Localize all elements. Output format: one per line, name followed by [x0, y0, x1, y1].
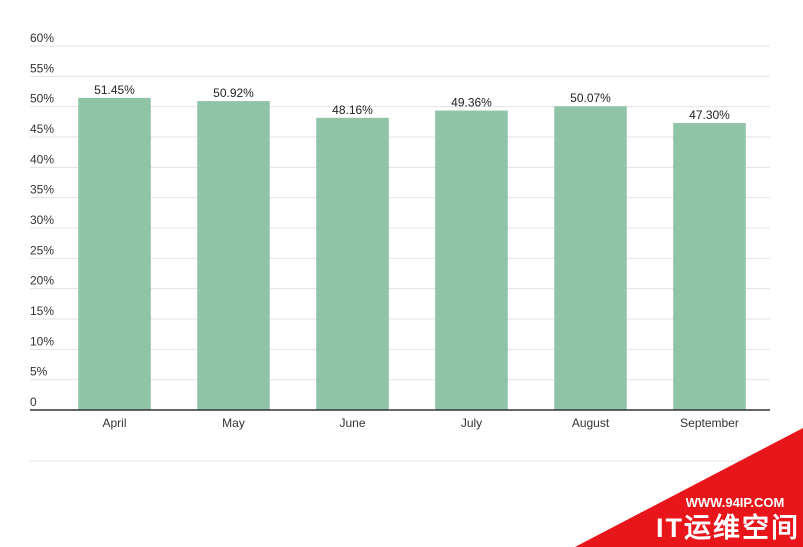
- y-tick-label: 35%: [30, 183, 54, 197]
- y-tick-label: 45%: [30, 122, 54, 136]
- value-label: 49.36%: [451, 96, 492, 110]
- y-tick-label: 25%: [30, 243, 54, 257]
- bar: [435, 110, 508, 411]
- bar: [197, 101, 270, 411]
- value-label: 51.45%: [94, 83, 135, 97]
- y-tick-label: 30%: [30, 213, 54, 227]
- y-tick-label: 10%: [30, 334, 54, 348]
- bar: [554, 106, 627, 410]
- y-tick-label: 50%: [30, 92, 54, 106]
- bar: [78, 97, 151, 411]
- x-tick-label: June: [339, 416, 365, 430]
- y-tick-label: 55%: [30, 61, 54, 75]
- value-label: 50.92%: [213, 86, 254, 100]
- y-tick-label: 15%: [30, 304, 54, 318]
- y-tick-label: 60%: [30, 31, 54, 45]
- watermark-url: WWW.94IP.COM: [686, 495, 785, 510]
- watermark-name: IT运维空间: [656, 512, 800, 543]
- x-tick-label: July: [461, 416, 482, 430]
- y-tick-label: 20%: [30, 274, 54, 288]
- y-tick-label: 0: [30, 395, 37, 409]
- value-label: 48.16%: [332, 103, 373, 117]
- x-tick-label: May: [222, 416, 245, 430]
- x-tick-label: August: [572, 416, 610, 430]
- value-label: 47.30%: [689, 108, 730, 122]
- bar: [673, 123, 746, 411]
- x-tick-label: April: [102, 416, 126, 430]
- bar: [316, 117, 389, 410]
- watermark-badge: [575, 428, 803, 547]
- y-tick-label: 40%: [30, 152, 54, 166]
- y-tick-label: 5%: [30, 365, 48, 379]
- value-label: 50.07%: [570, 91, 611, 105]
- x-tick-label: September: [680, 416, 739, 430]
